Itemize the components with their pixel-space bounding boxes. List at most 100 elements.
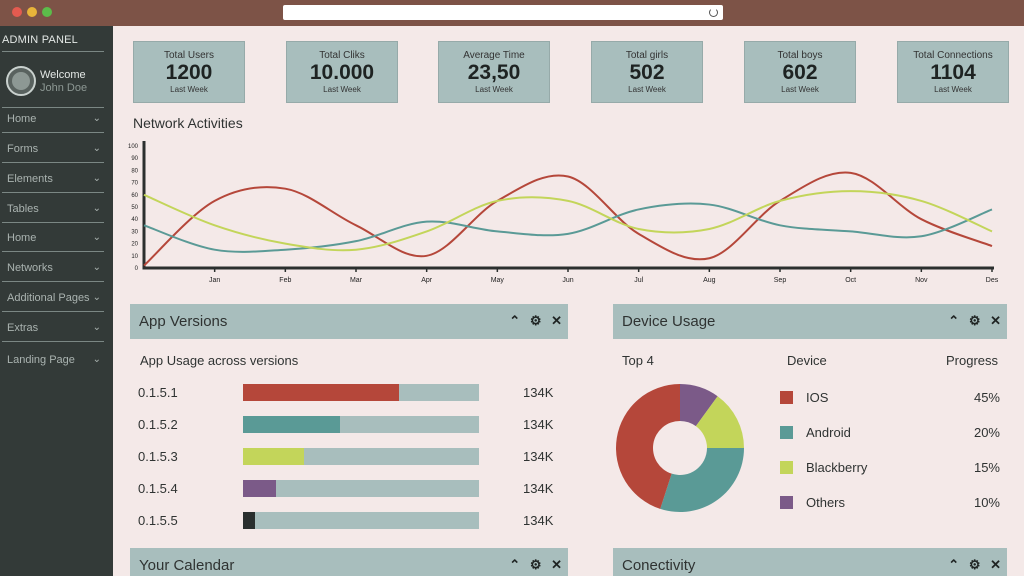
x-tick-label: Aug — [703, 277, 716, 284]
stat-card-total-connections: Total Connections 1104 Last Week — [897, 41, 1009, 103]
version-progress-bar — [243, 448, 479, 465]
close-icon[interactable]: ✕ — [990, 557, 1001, 572]
legend-swatch — [780, 496, 793, 509]
sidebar-item-landing-page[interactable]: Landing Page ⌄ — [0, 347, 105, 375]
user-name: John Doe — [40, 82, 88, 94]
chevron-down-icon: ⌄ — [92, 203, 101, 214]
stat-period: Last Week — [475, 85, 513, 94]
minimize-window-button[interactable] — [27, 7, 37, 17]
version-progress-bar — [243, 384, 479, 401]
panel-title: Conectivity — [622, 557, 696, 574]
stat-card-total-clicks: Total Cliks 10.000 Last Week — [286, 41, 398, 103]
stat-title: Total boys — [777, 50, 823, 61]
device-progress: 45% — [973, 390, 1000, 405]
progress-column-header: Progress — [946, 353, 999, 368]
avatar[interactable] — [6, 66, 36, 96]
stat-period: Last Week — [628, 85, 666, 94]
chevron-down-icon: ⌄ — [92, 143, 101, 154]
y-tick-label: 60 — [131, 193, 138, 199]
gear-icon[interactable]: ⚙ — [529, 313, 542, 328]
sidebar-item-elements[interactable]: Elements ⌄ — [0, 166, 105, 194]
divider — [2, 341, 104, 342]
y-tick-label: 40 — [131, 217, 138, 223]
version-progress-bar — [243, 416, 479, 433]
version-progress-fill — [243, 416, 340, 433]
collapse-icon[interactable]: ⌃ — [509, 557, 521, 572]
y-tick-label: 80 — [131, 168, 138, 174]
stat-value: 10.000 — [309, 61, 375, 84]
sidebar-item-label: Landing Page — [7, 354, 75, 366]
browser-titlebar — [0, 0, 1024, 26]
x-tick-label: Nov — [915, 277, 928, 284]
collapse-icon[interactable]: ⌃ — [948, 557, 960, 572]
network-activity-chart: 0 10 20 30 40 50 60 70 80 90 100 Jan Feb Mar Apr May Jun… — [128, 141, 999, 284]
divider — [2, 192, 104, 193]
x-tick-label: Mar — [350, 277, 363, 284]
stat-title: Total Connections — [913, 50, 993, 61]
version-progress-fill — [243, 512, 255, 529]
sidebar-item-forms[interactable]: Forms ⌄ — [0, 136, 105, 164]
gear-icon[interactable]: ⚙ — [529, 557, 542, 572]
stat-card-total-girls: Total girls 502 Last Week — [591, 41, 703, 103]
version-progress-fill — [243, 480, 277, 497]
stat-title: Total girls — [625, 50, 669, 61]
stat-title: Total Users — [163, 50, 214, 61]
collapse-icon[interactable]: ⌃ — [509, 313, 521, 328]
panel-tools: ⌃ ⚙ ✕ — [942, 557, 1001, 573]
stat-period: Last Week — [323, 85, 361, 94]
divider — [2, 162, 104, 163]
sidebar-item-tables[interactable]: Tables ⌄ — [0, 196, 105, 224]
sidebar-item-extras[interactable]: Extras ⌄ — [0, 315, 105, 343]
maximize-window-button[interactable] — [42, 7, 52, 17]
series-line — [143, 202, 993, 253]
stat-value: 23,50 — [467, 61, 521, 84]
chart-axis — [142, 141, 994, 270]
divider — [2, 132, 104, 133]
version-label: 0.1.5.1 — [138, 385, 178, 400]
donut-segment — [616, 384, 680, 509]
app-versions-panel-header: App Versions ⌃ ⚙ ✕ — [130, 304, 568, 339]
version-progress-bar — [243, 480, 479, 497]
reload-icon[interactable] — [709, 8, 718, 17]
x-tick-label: Sep — [774, 277, 787, 284]
gear-icon[interactable]: ⚙ — [968, 557, 981, 572]
x-tick-label: Jul — [634, 277, 643, 284]
sidebar-title: ADMIN PANEL — [2, 34, 78, 46]
device-progress: 15% — [973, 460, 1000, 475]
sidebar-item-home[interactable]: Home ⌄ — [0, 106, 105, 134]
chevron-down-icon: ⌄ — [92, 354, 101, 365]
address-bar[interactable] — [283, 5, 723, 20]
sidebar-item-home-2[interactable]: Home ⌄ — [0, 225, 105, 253]
close-icon[interactable]: ✕ — [551, 313, 562, 328]
panel-title: Your Calendar — [139, 557, 235, 574]
stat-value: 1104 — [930, 61, 976, 84]
version-progress-fill — [243, 384, 399, 401]
collapse-icon[interactable]: ⌃ — [948, 313, 960, 328]
sidebar-item-label: Elements — [7, 173, 53, 185]
stat-period: Last Week — [781, 85, 819, 94]
device-usage-panel-header: Device Usage ⌃ ⚙ ✕ — [613, 304, 1007, 339]
stat-period: Last Week — [170, 85, 208, 94]
version-usage-value: 134K — [523, 513, 554, 528]
sidebar-item-label: Tables — [7, 203, 39, 215]
sidebar-item-networks[interactable]: Networks ⌄ — [0, 255, 105, 283]
x-tick-label: Feb — [279, 277, 291, 284]
stat-title: Total Cliks — [319, 50, 365, 61]
close-icon[interactable]: ✕ — [990, 313, 1001, 328]
series-line — [143, 190, 993, 252]
stat-card-total-users: Total Users 1200 Last Week — [133, 41, 245, 103]
chevron-down-icon: ⌄ — [92, 262, 101, 273]
gear-icon[interactable]: ⚙ — [968, 313, 981, 328]
panel-tools: ⌃ ⚙ ✕ — [503, 313, 562, 329]
x-tick-label: Jan — [209, 277, 220, 284]
close-window-button[interactable] — [12, 7, 22, 17]
chevron-down-icon: ⌄ — [92, 322, 101, 333]
divider — [2, 281, 104, 282]
divider — [2, 107, 104, 108]
stat-card-total-boys: Total boys 602 Last Week — [744, 41, 856, 103]
chevron-down-icon: ⌄ — [92, 113, 101, 124]
y-tick-label: 90 — [131, 156, 138, 162]
panel-title: App Versions — [139, 313, 228, 330]
close-icon[interactable]: ✕ — [551, 557, 562, 572]
sidebar-item-additional-pages[interactable]: Additional Pages ⌄ — [0, 285, 105, 313]
